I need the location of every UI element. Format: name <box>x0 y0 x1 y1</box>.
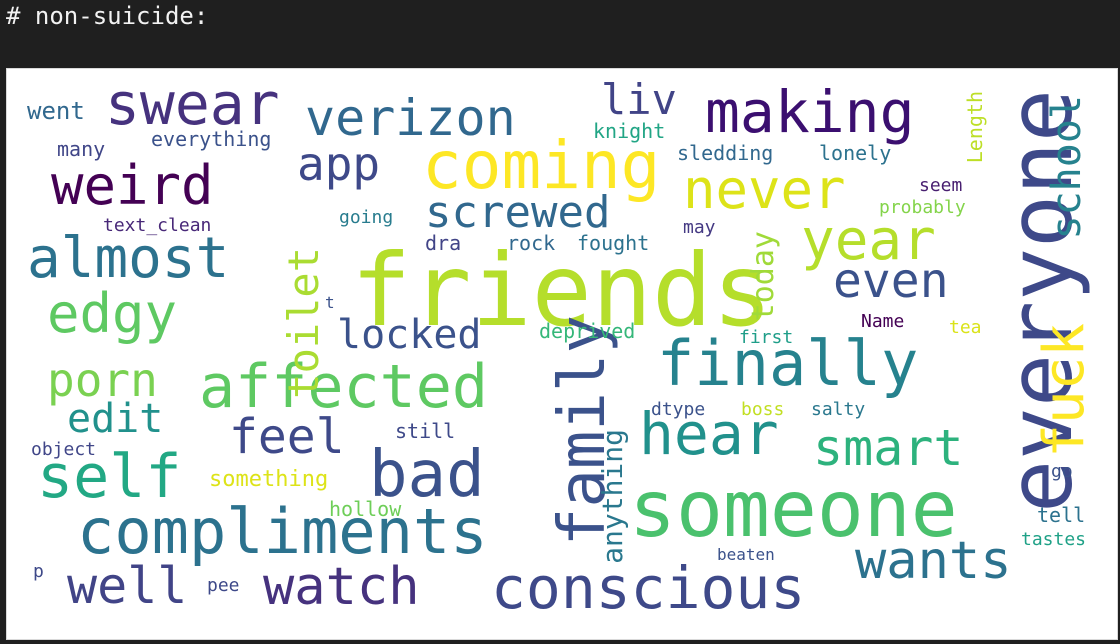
word-finally: finally <box>657 327 919 400</box>
word-probably: probably <box>879 197 966 218</box>
word-fuck: fuck <box>1032 323 1097 458</box>
word-even: even <box>833 253 949 309</box>
word-well: well <box>67 557 188 615</box>
word-seem: seem <box>919 175 963 196</box>
word-school: school <box>1044 95 1090 240</box>
word-everything: everything <box>151 127 272 151</box>
word-pee: pee <box>207 575 240 596</box>
word-cloud-image: friends someone coming compliments affected f… <box>6 68 1118 640</box>
word-dtype: dtype <box>651 399 706 420</box>
word-porn: porn <box>47 353 158 407</box>
word-may: may <box>683 217 716 238</box>
word-edgy: edgy <box>47 282 178 345</box>
word-t: t <box>325 293 335 312</box>
word-length: Length <box>963 91 987 164</box>
word-hollow: hollow <box>329 497 402 521</box>
word-wants: wants <box>855 531 1012 591</box>
word-text-clean: text_clean <box>103 215 212 236</box>
word-almost: almost <box>27 226 230 291</box>
word-self: self <box>37 442 182 512</box>
word-verizon: verizon <box>305 89 516 147</box>
word-someone: someone <box>629 465 958 555</box>
word-dra: dra <box>425 231 462 255</box>
word-edit: edit <box>67 396 164 442</box>
word-tell: tell <box>1037 503 1086 527</box>
word-compliments: compliments <box>77 495 488 568</box>
word-affected: affected <box>199 352 488 422</box>
word-tea: tea <box>949 317 982 338</box>
word-beaten: beaten <box>717 545 775 564</box>
word-deprived: deprived <box>539 319 636 343</box>
word-today: today <box>746 231 781 322</box>
notebook-cell-header: # non-suicide: <box>0 0 1120 68</box>
word-locked: locked <box>337 312 482 358</box>
word-lonely: lonely <box>819 141 892 165</box>
word-coming: coming <box>422 127 661 204</box>
word-object: object <box>31 439 97 460</box>
word-still: still <box>395 419 456 443</box>
word-going: going <box>339 207 394 228</box>
word-went: went <box>27 97 85 125</box>
word-never: never <box>683 158 846 221</box>
word-watch: watch <box>263 557 420 617</box>
word-fought: fought <box>577 231 650 255</box>
word-anything: anything <box>596 429 629 564</box>
word-year: year <box>801 208 936 273</box>
word-liv: liv <box>601 75 677 124</box>
word-something: something <box>209 467 329 492</box>
word-tastes: tastes <box>1021 529 1087 550</box>
word-name: Name <box>861 311 905 332</box>
word-toilet: toilet <box>279 247 328 399</box>
word-sledding: sledding <box>677 141 774 165</box>
word-bad: bad <box>369 438 485 512</box>
word-salty: salty <box>811 399 866 420</box>
word-rock: rock <box>507 231 556 255</box>
word-first: first <box>739 327 794 348</box>
word-app: app <box>297 137 381 191</box>
word-knight: knight <box>593 119 666 143</box>
word-boss: boss <box>741 399 785 420</box>
word-making: making <box>705 78 915 146</box>
word-conscious: conscious <box>491 554 806 622</box>
word-swear: swear <box>105 70 280 138</box>
word-weird: weird <box>51 154 214 217</box>
word-p: p <box>33 561 44 582</box>
word-smart: smart <box>813 419 964 477</box>
word-feel: feel <box>229 409 345 465</box>
word-hear: hear <box>639 400 779 468</box>
word-many: many <box>57 137 106 161</box>
word-friends: friends <box>351 232 773 349</box>
cell-comment-text: # non-suicide: <box>6 2 209 30</box>
word-screwed: screwed <box>425 187 611 238</box>
word-go: go <box>1051 461 1073 482</box>
